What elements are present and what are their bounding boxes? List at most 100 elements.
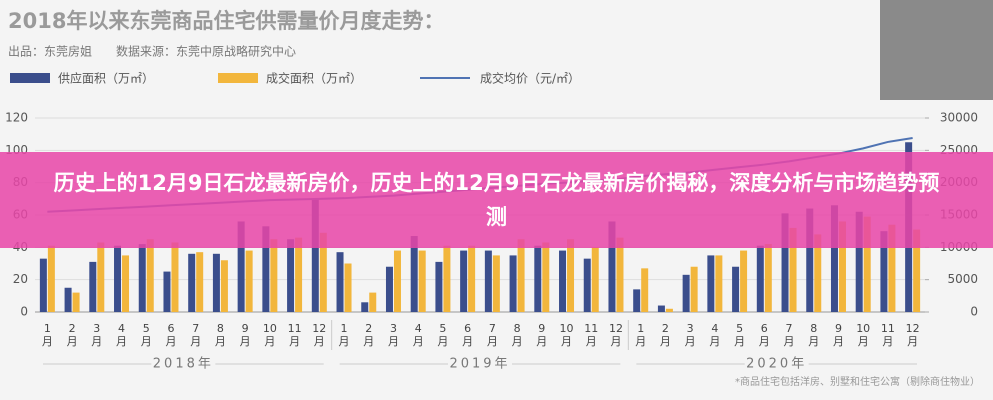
bar [220, 260, 228, 312]
bar [830, 205, 838, 312]
bar [855, 211, 863, 312]
bar [880, 231, 888, 312]
bar [616, 237, 624, 312]
bar [196, 252, 204, 312]
bar [146, 239, 154, 312]
bar [690, 266, 698, 312]
bar [47, 245, 55, 312]
banner-text: 历史上的12月9日石龙最新房价，历史上的12月9日石龙最新房价揭秘，深度分析与市… [53, 171, 940, 229]
bar [64, 287, 72, 312]
x-tick-label: 8月 [808, 322, 820, 348]
bar [114, 245, 122, 312]
x-tick-label: 1月 [635, 322, 647, 348]
x-tick-label: 12月 [905, 322, 920, 348]
x-tick-label: 11月 [584, 322, 599, 348]
bar [509, 255, 517, 312]
subtitle: 出品：东莞房姐 数据来源：东莞中原战略研究中心 [8, 44, 296, 59]
bar [583, 258, 591, 312]
x-tick-label: 7月 [486, 322, 498, 348]
bar [295, 237, 303, 312]
x-tick-label: 5月 [734, 322, 746, 348]
bar [789, 227, 797, 312]
bar [534, 245, 542, 312]
bar [418, 250, 426, 312]
x-tick-label: 5月 [437, 322, 449, 348]
x-tick-label: 8月 [214, 322, 226, 348]
x-tick-label: 4月 [709, 322, 721, 348]
bar [814, 234, 822, 312]
bar [188, 253, 196, 312]
x-tick-label: 9月 [536, 322, 548, 348]
x-tick-label: 3月 [91, 322, 103, 348]
x-tick-label: 5月 [140, 322, 152, 348]
y-tick-label: 20 [13, 272, 28, 286]
bar [740, 250, 748, 312]
bar [443, 245, 451, 312]
bar [72, 292, 80, 312]
bar [319, 232, 327, 312]
bar [138, 244, 146, 312]
y-tick-label: 0 [20, 305, 28, 319]
bar [567, 239, 575, 312]
x-tick-label: 7月 [783, 322, 795, 348]
bar [542, 242, 550, 312]
y2-tick-label: 0 [970, 305, 978, 319]
footnote: *商品住宅包括洋房、别墅和住宅公寓（剔除商住物业） [735, 375, 980, 388]
x-tick-label: 9月 [239, 322, 251, 348]
bar [715, 255, 723, 312]
bar [237, 221, 245, 312]
x-tick-label: 12月 [312, 322, 327, 348]
bar [756, 245, 764, 312]
legend-label: 供应面积（万㎡） [58, 71, 154, 86]
x-tick-label: 9月 [832, 322, 844, 348]
x-tick-label: 1月 [41, 322, 53, 348]
bar [369, 292, 377, 312]
bar [385, 266, 393, 312]
x-tick-label: 7月 [190, 322, 202, 348]
x-tick-label: 3月 [684, 322, 696, 348]
bar [492, 255, 500, 312]
bar [212, 253, 220, 312]
bar [393, 250, 401, 312]
photo [880, 0, 993, 100]
bar [682, 274, 690, 312]
x-tick-label: 6月 [462, 322, 474, 348]
legend-label: 成交均价（元/㎡） [480, 71, 580, 86]
bar [460, 250, 468, 312]
bar [122, 255, 130, 312]
bar [287, 239, 295, 312]
x-tick-label: 8月 [511, 322, 523, 348]
bar [806, 208, 814, 312]
bar [468, 245, 476, 312]
x-tick-label: 10月 [856, 322, 871, 348]
bar [608, 221, 616, 312]
y2-tick-label: 30000 [940, 111, 978, 125]
x-tick-label: 1月 [338, 322, 350, 348]
bar [163, 271, 171, 312]
bar [863, 216, 871, 312]
bar [344, 263, 352, 312]
bar [89, 261, 97, 312]
x-tick-label: 2月 [659, 322, 671, 348]
y2-tick-label: 5000 [947, 272, 978, 286]
bar [591, 247, 599, 312]
x-tick-label: 12月 [608, 322, 623, 348]
year-label: 2019年 [449, 357, 510, 372]
bar [732, 266, 740, 312]
bar [245, 250, 253, 312]
bar [435, 261, 443, 312]
bar [171, 242, 179, 312]
y-tick-label: 120 [5, 111, 28, 125]
legend-swatch [10, 73, 50, 83]
bar [781, 213, 789, 312]
bar [641, 268, 649, 312]
bar [707, 255, 715, 312]
x-tick-label: 3月 [387, 322, 399, 348]
year-label: 2018年 [153, 357, 214, 372]
bar [559, 250, 567, 312]
legend-swatch [218, 73, 258, 83]
legend-label: 成交面积（万㎡） [266, 71, 362, 86]
bar [311, 198, 319, 312]
bar [410, 236, 418, 312]
